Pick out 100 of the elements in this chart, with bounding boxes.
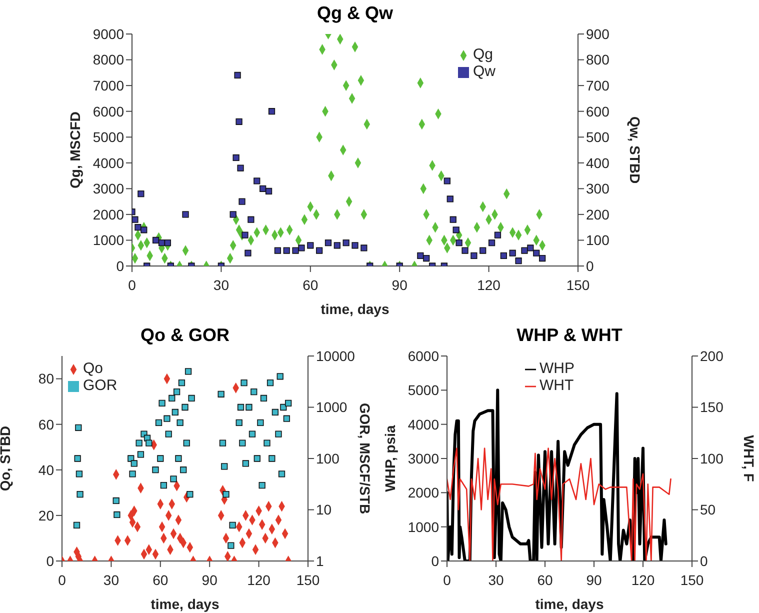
y-tick-label: 8000 [92, 52, 124, 68]
legend-label: Qw [473, 63, 496, 80]
x-tick-label: 30 [213, 276, 230, 293]
y2-tick-label: 700 [586, 78, 610, 94]
chart-title: Qg & Qw [316, 2, 394, 25]
x-tick-label: 150 [566, 276, 590, 293]
y-tick-label: 0 [46, 552, 54, 569]
line-series [447, 448, 672, 561]
y2-axis-title: GOR, MSCF/STB [357, 402, 374, 514]
point [462, 247, 468, 254]
point [132, 216, 138, 223]
y-tick-label: 0 [431, 552, 440, 569]
x-tick-label: 150 [680, 572, 704, 588]
y2-tick-label: 900 [586, 26, 610, 42]
point [450, 216, 456, 223]
point [423, 254, 430, 262]
x-tick-label: 0 [58, 572, 66, 588]
point [500, 252, 507, 260]
legend-label: WHP [540, 360, 574, 377]
legend-label: Qo [83, 360, 104, 377]
point [527, 244, 534, 252]
y-tick-label: 0 [116, 258, 124, 274]
point [539, 254, 546, 262]
point [316, 247, 323, 254]
y-tick-label: 3000 [408, 450, 440, 466]
point [292, 247, 299, 254]
y-tick-label: 1000 [92, 232, 124, 248]
point [521, 247, 528, 254]
point [238, 198, 246, 205]
x-tick-label: 60 [152, 572, 168, 588]
point [444, 178, 450, 184]
point [268, 108, 276, 115]
y2-tick-label: 10000 [316, 348, 356, 364]
point [237, 164, 244, 172]
point [456, 239, 462, 246]
y2-tick-label: 100 [316, 450, 340, 466]
point [480, 247, 486, 254]
x-tick-label: 90 [392, 276, 408, 293]
y-axis-title: Qg, MSCFD [66, 112, 83, 188]
point [488, 239, 496, 246]
chart-title: WHP & WHT [516, 324, 624, 347]
x-tick-label: 30 [103, 572, 120, 588]
y-tick-label: 2000 [408, 484, 440, 501]
chart-title: Qo & GOR [140, 324, 230, 347]
point [307, 242, 314, 249]
y-tick-label: 20 [38, 507, 54, 524]
point [470, 252, 478, 260]
y-tick-label: 80 [38, 370, 54, 387]
y2-tick-label: 1 [316, 552, 324, 569]
x-axis-title: time, days [535, 596, 604, 612]
point [158, 239, 166, 246]
y2-tick-label: 10 [316, 502, 332, 518]
point [152, 236, 160, 244]
point [274, 247, 282, 254]
point [265, 188, 272, 195]
x-axis-title: time, days [150, 596, 220, 612]
point [232, 154, 240, 162]
point [533, 250, 540, 256]
y-tick-label: 9000 [92, 26, 124, 42]
point [244, 250, 252, 256]
y2-tick-label: 500 [586, 129, 610, 146]
y-tick-label: 60 [38, 416, 54, 432]
point [509, 250, 516, 256]
point [494, 232, 502, 238]
y-tick-label: 6000 [408, 348, 440, 364]
y-tick-label: 40 [38, 462, 54, 478]
y-axis-title: Qo, STBD [0, 426, 13, 492]
point [236, 118, 242, 125]
legend-label: WHT [540, 377, 574, 394]
x-tick-label: 30 [488, 572, 504, 588]
y-tick-label: 6000 [92, 103, 124, 120]
y2-tick-label: 0 [700, 552, 708, 569]
y2-tick-label: 300 [586, 180, 610, 197]
y2-tick-label: 200 [586, 206, 610, 222]
point [298, 244, 305, 252]
point [515, 258, 522, 264]
point [234, 72, 241, 79]
x-tick-label: 60 [537, 572, 553, 588]
point [164, 239, 171, 246]
y2-tick-label: 1000 [316, 399, 348, 416]
x-tick-label: 90 [202, 572, 218, 588]
y2-tick-label: 400 [586, 154, 610, 171]
legend-label: GOR [83, 377, 118, 394]
point [260, 185, 266, 192]
point [254, 178, 260, 184]
y-tick-label: 4000 [92, 154, 124, 171]
y2-tick-label: 0 [586, 258, 594, 274]
x-tick-label: 120 [631, 572, 655, 588]
y-tick-label: 4000 [408, 416, 440, 432]
point [452, 226, 460, 234]
point [283, 247, 290, 254]
y2-tick-label: 100 [586, 232, 610, 248]
y-tick-label: 7000 [92, 78, 124, 94]
y2-tick-label: 200 [700, 348, 724, 364]
y2-tick-label: 600 [586, 103, 610, 120]
point [342, 239, 350, 246]
x-tick-label: 0 [443, 572, 452, 588]
y2-tick-label: 800 [586, 52, 610, 68]
x-tick-label: 0 [128, 276, 136, 293]
point [242, 232, 248, 238]
